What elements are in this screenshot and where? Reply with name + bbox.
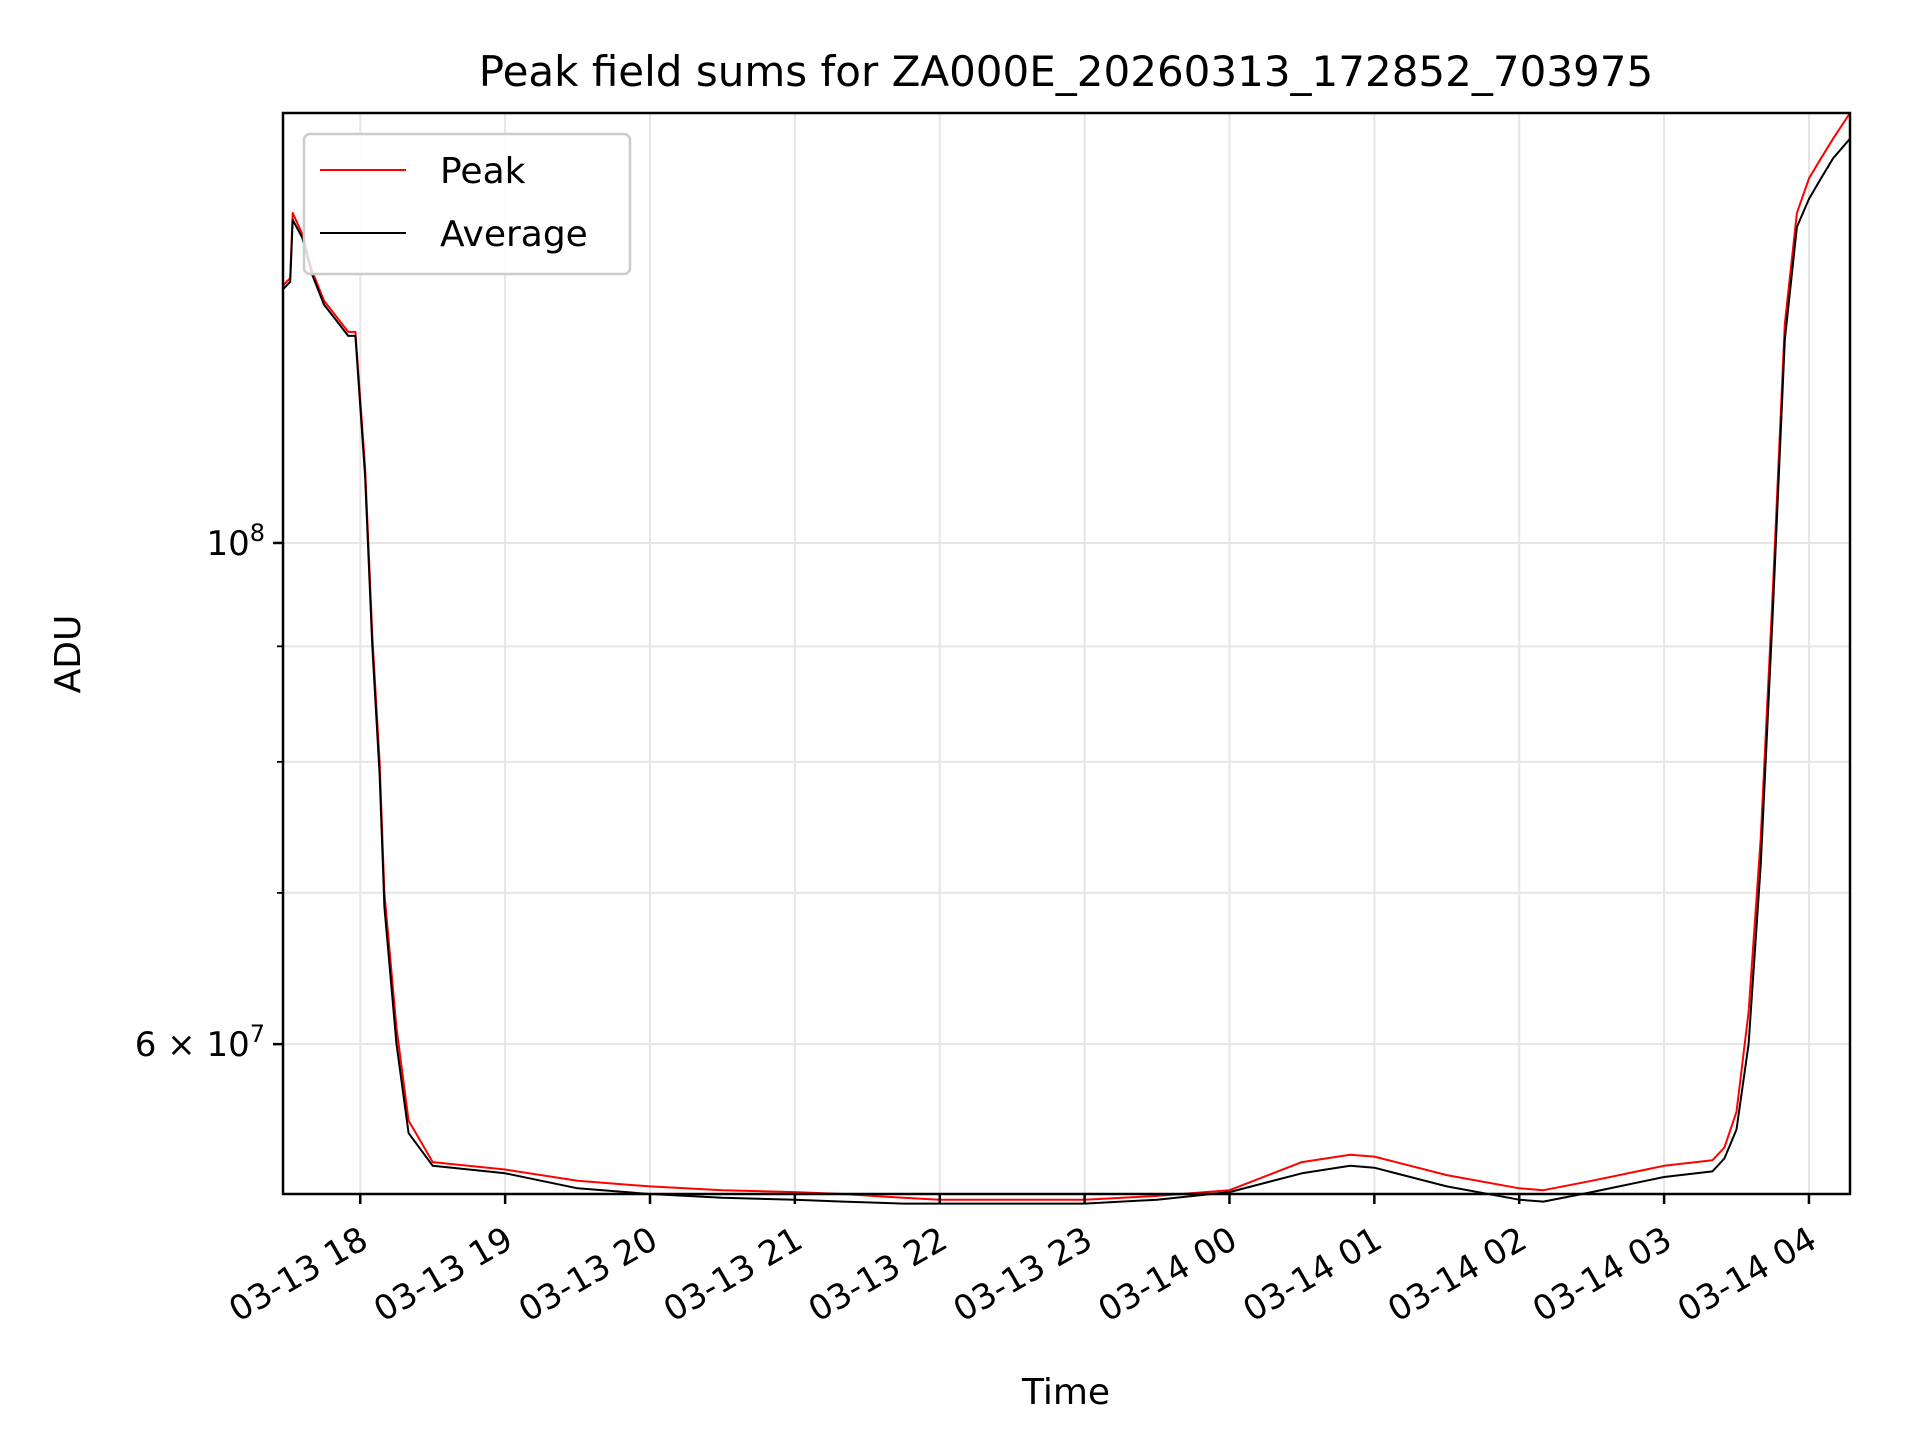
y-axis-label: ADU: [48, 615, 89, 694]
grid: [283, 113, 1850, 1194]
chart-title: Peak field sums for ZA000E_20260313_1728…: [479, 47, 1653, 96]
series-lines: [282, 112, 1851, 1205]
x-axis-label: Time: [1021, 1372, 1110, 1413]
legend-label-average: Average: [440, 214, 588, 255]
series-line-peak: [282, 112, 1851, 1201]
series-line-average: [282, 138, 1851, 1205]
y-tick-label: 108: [206, 519, 265, 564]
legend-label-peak: Peak: [440, 151, 526, 192]
legend: Peak Average: [302, 132, 632, 276]
plot-frame: [281, 111, 1852, 1196]
y-axis-ticks: 108 6 × 107: [135, 519, 283, 1065]
y-tick-label: 6 × 107: [135, 1020, 265, 1065]
